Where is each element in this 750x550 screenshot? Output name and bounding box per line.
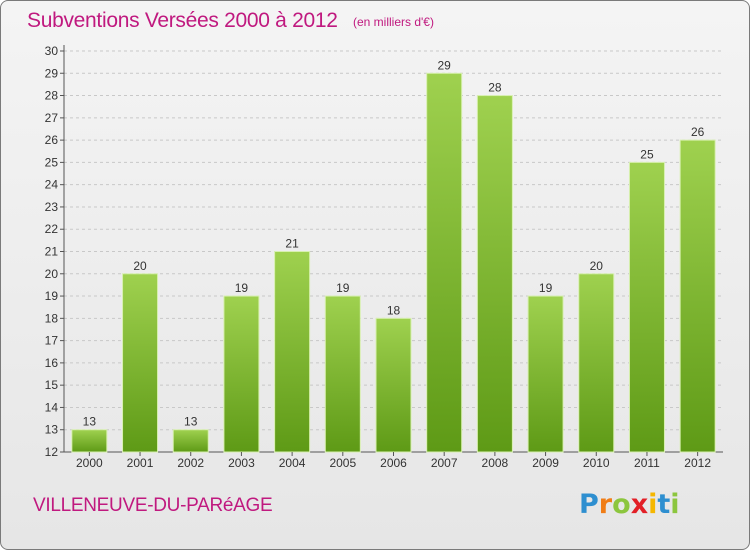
bar	[426, 72, 463, 453]
logo-letter: x	[630, 489, 649, 520]
data-label: 26	[691, 125, 705, 139]
y-tick-label: 27	[45, 111, 59, 125]
y-tick-label: 28	[45, 89, 59, 103]
logo-letter: t	[657, 489, 671, 520]
y-tick-label: 18	[45, 311, 59, 325]
logo-letter: r	[598, 489, 613, 520]
y-tick-label: 17	[45, 334, 59, 348]
logo-letter: i	[648, 489, 658, 520]
bar	[527, 295, 564, 453]
logo-letter: P	[579, 489, 599, 520]
x-tick-label: 2010	[583, 456, 610, 470]
y-tick-label: 12	[45, 445, 59, 459]
x-tick-label: 2001	[127, 456, 154, 470]
y-tick-label: 16	[45, 356, 59, 370]
y-tick-label: 26	[45, 133, 59, 147]
bar	[223, 295, 260, 453]
x-tick-label: 2012	[684, 456, 711, 470]
x-tick-label: 2006	[380, 456, 407, 470]
logo-letter: o	[612, 489, 631, 520]
data-label: 13	[184, 415, 198, 429]
bar	[679, 139, 716, 453]
bar	[71, 429, 108, 453]
bar	[172, 429, 209, 453]
x-tick-label: 2007	[431, 456, 458, 470]
y-tick-label: 19	[45, 289, 59, 303]
y-tick-label: 22	[45, 222, 59, 236]
y-tick-label: 24	[45, 178, 59, 192]
chart-title: Subventions Versées 2000 à 2012	[27, 9, 338, 32]
data-label: 29	[438, 58, 452, 72]
bar	[375, 317, 412, 453]
data-label: 21	[285, 237, 299, 251]
x-tick-label: 2004	[279, 456, 306, 470]
x-tick-label: 2008	[482, 456, 509, 470]
data-label: 25	[640, 147, 654, 161]
y-tick-label: 30	[45, 44, 59, 58]
x-tick-label: 2003	[228, 456, 255, 470]
y-tick-label: 21	[45, 245, 59, 259]
proxiti-logo[interactable]: Proxiti	[579, 489, 680, 520]
x-tick-label: 2011	[634, 456, 660, 470]
bar	[324, 295, 361, 453]
bar	[274, 251, 311, 453]
bar	[628, 161, 665, 453]
data-label: 20	[133, 259, 147, 273]
y-tick-label: 14	[45, 400, 59, 414]
y-tick-label: 15	[45, 378, 59, 392]
data-label: 28	[488, 81, 502, 95]
y-tick-label: 29	[45, 66, 59, 80]
logo-letter: i	[670, 489, 680, 520]
x-tick-label: 2005	[329, 456, 356, 470]
data-label: 20	[590, 259, 604, 273]
x-tick-label: 2000	[76, 456, 103, 470]
y-tick-label: 20	[45, 267, 59, 281]
bar	[578, 273, 615, 453]
bar	[122, 273, 159, 453]
y-tick-label: 13	[45, 423, 59, 437]
data-label: 19	[235, 281, 249, 295]
data-label: 19	[336, 281, 350, 295]
data-label: 19	[539, 281, 553, 295]
data-label: 13	[83, 415, 97, 429]
bar	[476, 95, 513, 453]
x-tick-label: 2009	[532, 456, 559, 470]
y-tick-label: 23	[45, 200, 59, 214]
data-label: 18	[387, 303, 401, 317]
y-tick-label: 25	[45, 155, 59, 169]
x-tick-label: 2002	[177, 456, 204, 470]
commune-name: VILLENEUVE-DU-PARéAGE	[33, 495, 273, 516]
chart-subtitle: (en milliers d'€)	[353, 15, 434, 29]
